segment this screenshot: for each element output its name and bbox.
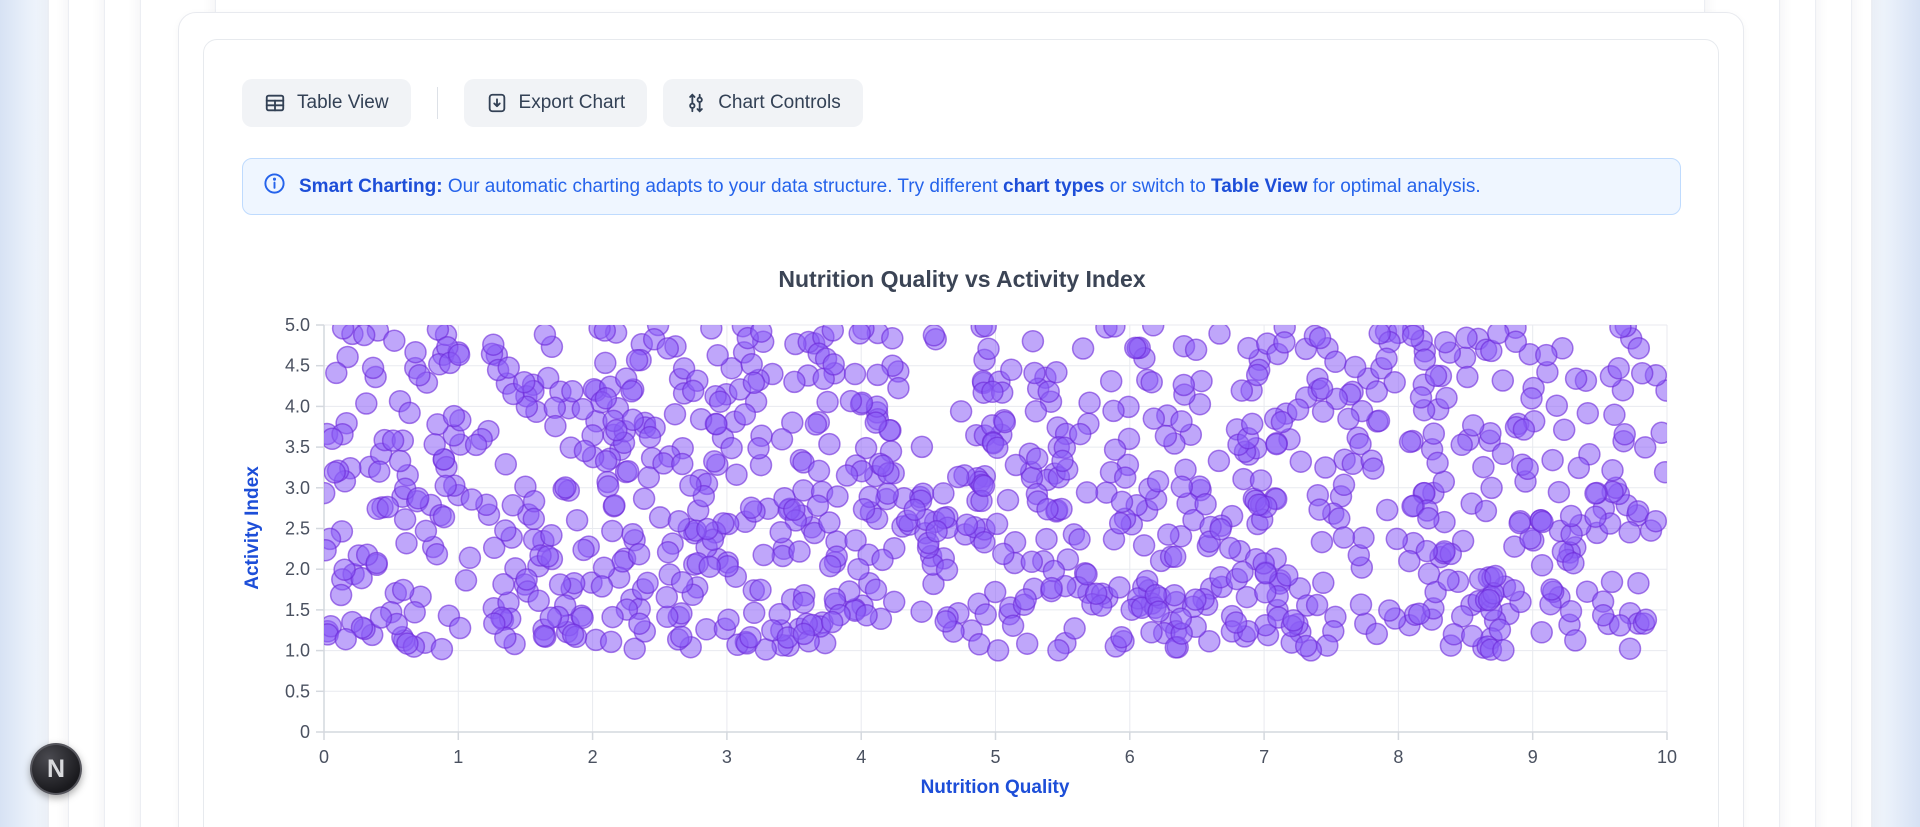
chart-controls-label: Chart Controls: [718, 92, 841, 113]
banner-table-view: Table View: [1211, 175, 1308, 197]
banner-seg3: for optimal analysis.: [1307, 175, 1481, 197]
table-view-button[interactable]: Table View: [242, 79, 411, 127]
n-logo-letter: N: [46, 754, 66, 783]
svg-text:0: 0: [300, 722, 310, 742]
svg-text:2: 2: [588, 747, 598, 767]
svg-text:1.0: 1.0: [285, 641, 310, 661]
svg-text:7: 7: [1259, 747, 1269, 767]
y-axis-title: Activity Index: [242, 466, 263, 590]
toolbar-divider: [436, 87, 438, 119]
sliders-icon: [685, 92, 707, 114]
chart-title: Nutrition Quality vs Activity Index: [778, 266, 1146, 292]
svg-text:6: 6: [1125, 747, 1135, 767]
svg-text:0: 0: [319, 747, 329, 767]
svg-text:10: 10: [1657, 747, 1677, 767]
chart-axes: [316, 324, 1668, 740]
x-axis-title: Nutrition Quality: [921, 777, 1070, 798]
banner-message: Smart Charting: Our automatic charting a…: [299, 176, 1481, 198]
svg-text:1.5: 1.5: [285, 600, 310, 620]
svg-text:4: 4: [856, 747, 866, 767]
banner-chart-types: chart types: [1003, 175, 1105, 197]
svg-text:5: 5: [990, 747, 1000, 767]
download-file-icon: [486, 92, 508, 114]
banner-seg1: Our automatic charting adapts to your da…: [442, 175, 1004, 197]
svg-text:5.0: 5.0: [285, 315, 310, 335]
svg-text:3.5: 3.5: [285, 437, 310, 457]
smart-charting-banner: Smart Charting: Our automatic charting a…: [242, 158, 1681, 215]
svg-text:3: 3: [722, 747, 732, 767]
chart-toolbar: Table View Export Chart: [242, 79, 863, 127]
svg-text:4.0: 4.0: [285, 396, 310, 416]
svg-text:2.0: 2.0: [285, 559, 310, 579]
export-chart-label: Export Chart: [518, 92, 626, 113]
svg-text:1: 1: [453, 747, 463, 767]
svg-text:3.0: 3.0: [285, 478, 310, 498]
info-icon: [263, 172, 286, 201]
n-logo-button[interactable]: N: [30, 743, 82, 795]
svg-text:2.5: 2.5: [285, 519, 310, 539]
banner-seg2: or switch to: [1104, 175, 1212, 197]
outer-card: Table View Export Chart: [178, 12, 1744, 827]
banner-lead: Smart Charting:: [299, 175, 443, 197]
chart-controls-button[interactable]: Chart Controls: [663, 79, 863, 127]
scatter-chart-svg: 0 0.5 1.0 1.5 2.0 2.5 3.0 3.5 4.0 4.5 5.0 0 1 2 3 4 5 6 7 8…: [242, 315, 1677, 798]
chart-tick-labels: 0 0.5 1.0 1.5 2.0 2.5 3.0 3.5 4.0 4.5 5.0 0 1 2 3 4 5 6 7 8…: [285, 315, 1677, 767]
scatter-points: [324, 325, 1667, 662]
export-chart-button[interactable]: Export Chart: [463, 79, 648, 127]
svg-text:4.5: 4.5: [285, 356, 310, 376]
svg-text:8: 8: [1393, 747, 1403, 767]
svg-text:9: 9: [1528, 747, 1538, 767]
table-view-label: Table View: [297, 92, 389, 113]
chart-panel-card: Table View Export Chart: [203, 39, 1719, 827]
table-icon: [264, 92, 286, 114]
svg-text:0.5: 0.5: [285, 681, 310, 701]
